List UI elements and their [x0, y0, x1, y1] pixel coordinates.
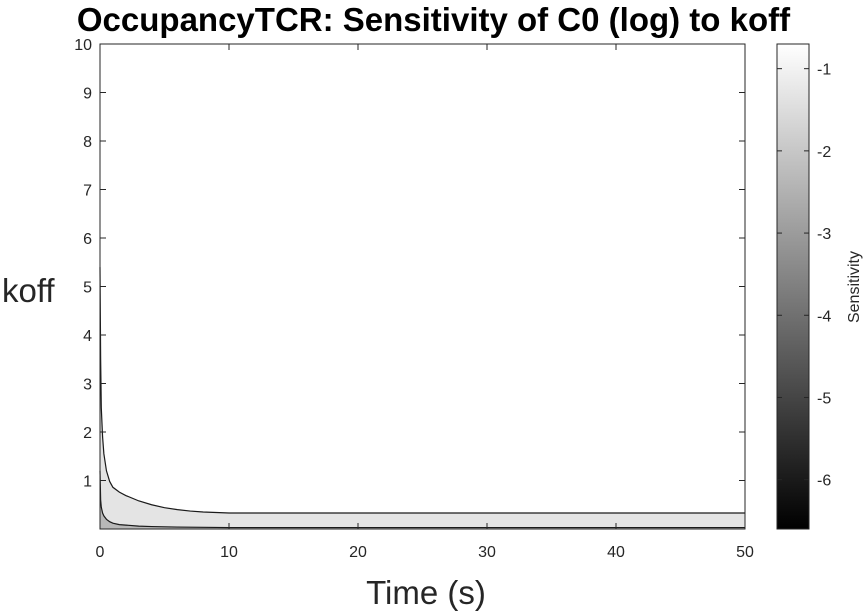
x-tick-label: 30 [478, 544, 496, 561]
y-tick-label: 7 [83, 183, 92, 200]
y-tick-label: 5 [83, 280, 92, 297]
x-tick-label: 0 [96, 544, 105, 561]
x-tick-label: 10 [220, 544, 238, 561]
colorbar-gradient [776, 43, 810, 530]
contour-line-lower [99, 470, 745, 529]
colorbar-tick-label: -2 [817, 144, 831, 161]
axes: 0 10 20 30 40 50 1 2 3 4 5 6 7 8 9 10 [74, 37, 754, 561]
x-axis-label: Time (s) [366, 574, 486, 611]
y-tick-label: 10 [74, 37, 92, 54]
colorbar-tick-label: -1 [817, 62, 831, 79]
contour-line-upper [99, 267, 745, 514]
x-tick-label: 40 [607, 544, 625, 561]
chart-title: OccupancyTCR: Sensitivity of C0 (log) to… [76, 1, 791, 38]
colorbar-tick-label: -3 [817, 226, 831, 243]
colorbar-label: Sensitivity [846, 251, 863, 323]
region-above-upper [100, 44, 745, 529]
y-axis-label: koff [2, 272, 55, 309]
y-tick-label: 9 [83, 86, 92, 103]
colorbar-tick-label: -6 [817, 473, 831, 490]
y-tick-label: 6 [83, 231, 92, 248]
colorbar-tick-label: -5 [817, 390, 831, 407]
plot-area [99, 44, 745, 529]
colorbar: -1 -2 -3 -4 -5 -6 [776, 43, 831, 530]
x-tick-label: 20 [349, 544, 367, 561]
colorbar-tick-label: -4 [817, 308, 831, 325]
y-tick-label: 1 [83, 474, 92, 491]
y-tick-label: 2 [83, 425, 92, 442]
y-tick-label: 4 [83, 328, 92, 345]
y-tick-label: 3 [83, 377, 92, 394]
y-tick-label: 8 [83, 134, 92, 151]
x-tick-label: 50 [736, 544, 754, 561]
